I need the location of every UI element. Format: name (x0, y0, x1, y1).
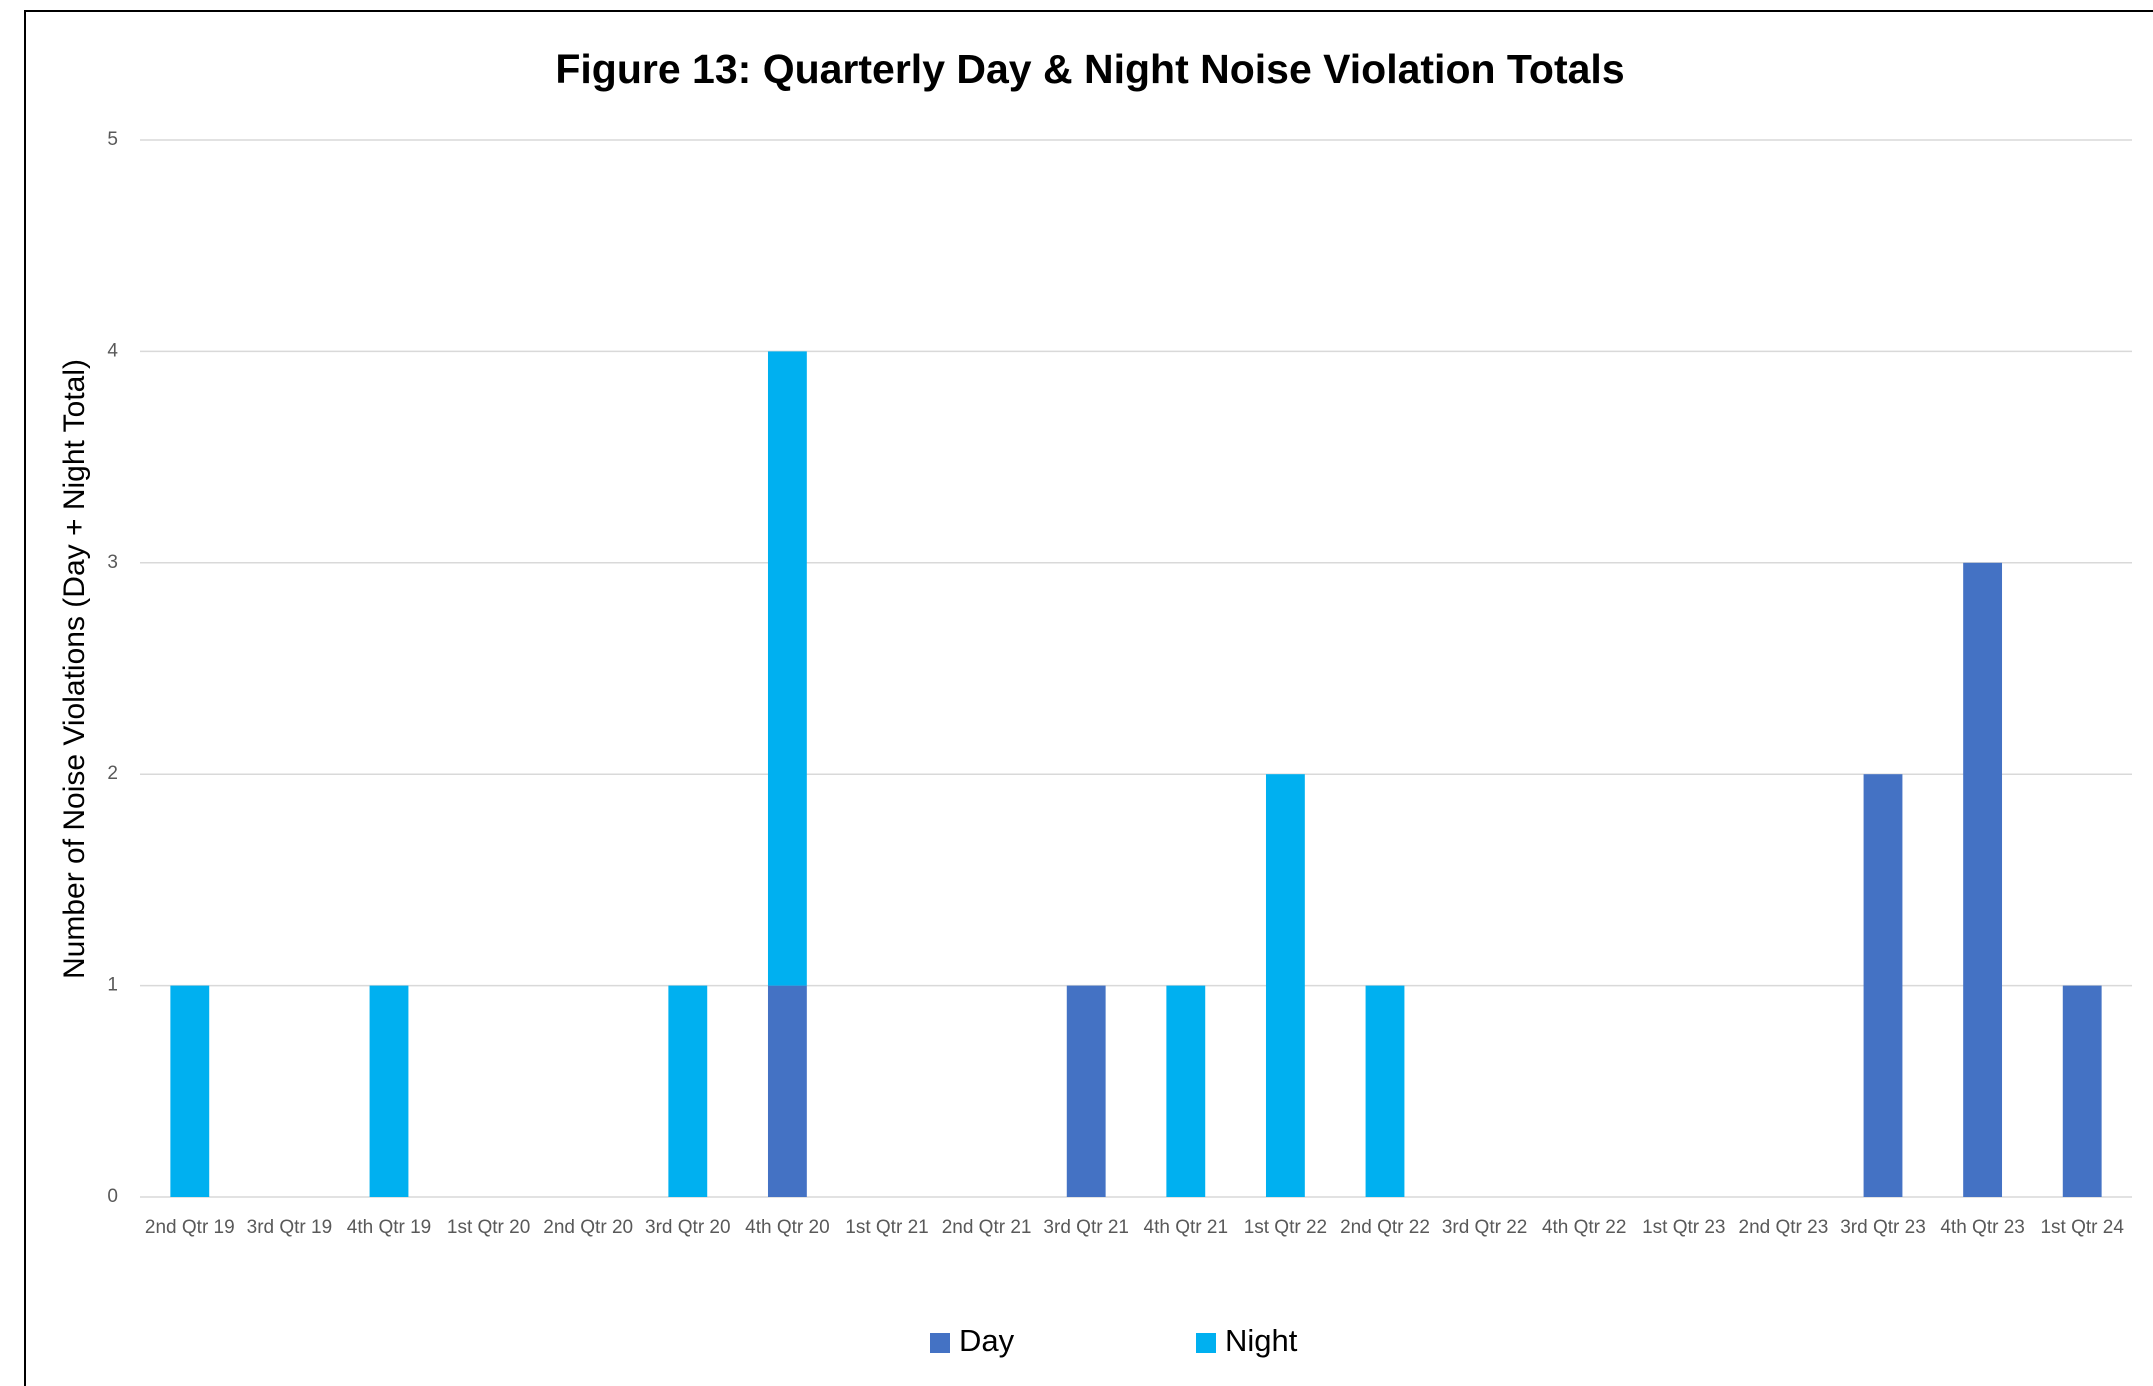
x-tick-label: 1st Qtr 24 (2040, 1217, 2124, 1238)
y-tick-label: 0 (107, 1186, 118, 1207)
x-tick-label: 2nd Qtr 22 (1340, 1217, 1430, 1238)
bar-segment (1863, 774, 1903, 1197)
x-tick-label: 1st Qtr 20 (447, 1217, 530, 1238)
chart-frame (24, 10, 2153, 1386)
legend-swatch (930, 1333, 950, 1353)
x-tick-label: 3rd Qtr 20 (645, 1217, 731, 1238)
x-tick-label: 2nd Qtr 19 (145, 1217, 235, 1238)
bar-segment (767, 985, 807, 1197)
chart-title: Figure 13: Quarterly Day & Night Noise V… (555, 46, 1624, 92)
x-tick-label: 1st Qtr 21 (845, 1217, 928, 1238)
x-tick-label: 4th Qtr 22 (1542, 1217, 1627, 1238)
x-tick-label: 1st Qtr 22 (1244, 1217, 1327, 1238)
legend-swatch (1196, 1333, 1216, 1353)
bar-segment (1166, 985, 1206, 1197)
x-tick-label: 4th Qtr 21 (1144, 1217, 1229, 1238)
bar-segment (767, 351, 807, 986)
bar-segment (1365, 985, 1405, 1197)
x-tick-label: 3rd Qtr 22 (1442, 1217, 1528, 1238)
bar-segment (369, 985, 409, 1197)
x-tick-label: 2nd Qtr 20 (543, 1217, 633, 1238)
y-tick-label: 3 (107, 552, 118, 573)
bar-segment (668, 985, 708, 1197)
y-tick-label: 4 (107, 340, 118, 361)
x-tick-label: 3rd Qtr 21 (1043, 1217, 1129, 1238)
y-tick-label: 2 (107, 763, 118, 784)
bar-segment (1066, 985, 1106, 1197)
bar-segment (1963, 562, 2003, 1197)
x-tick-label: 4th Qtr 23 (1940, 1217, 2025, 1238)
x-tick-label: 4th Qtr 19 (347, 1217, 432, 1238)
y-axis-title: Number of Noise Violations (Day + Night … (58, 359, 91, 979)
legend-label: Day (959, 1323, 1015, 1358)
x-tick-label: 1st Qtr 23 (1642, 1217, 1725, 1238)
bar-segment (1265, 774, 1305, 1197)
x-tick-label: 4th Qtr 20 (745, 1217, 830, 1238)
x-tick-label: 3rd Qtr 23 (1840, 1217, 1926, 1238)
bar-segment (2062, 985, 2102, 1197)
x-tick-label: 3rd Qtr 19 (247, 1217, 333, 1238)
y-tick-label: 1 (107, 975, 118, 996)
x-tick-label: 2nd Qtr 21 (942, 1217, 1032, 1238)
bar-segment (170, 985, 210, 1197)
legend-label: Night (1225, 1323, 1298, 1358)
y-tick-label: 5 (107, 129, 118, 150)
x-tick-label: 2nd Qtr 23 (1739, 1217, 1829, 1238)
